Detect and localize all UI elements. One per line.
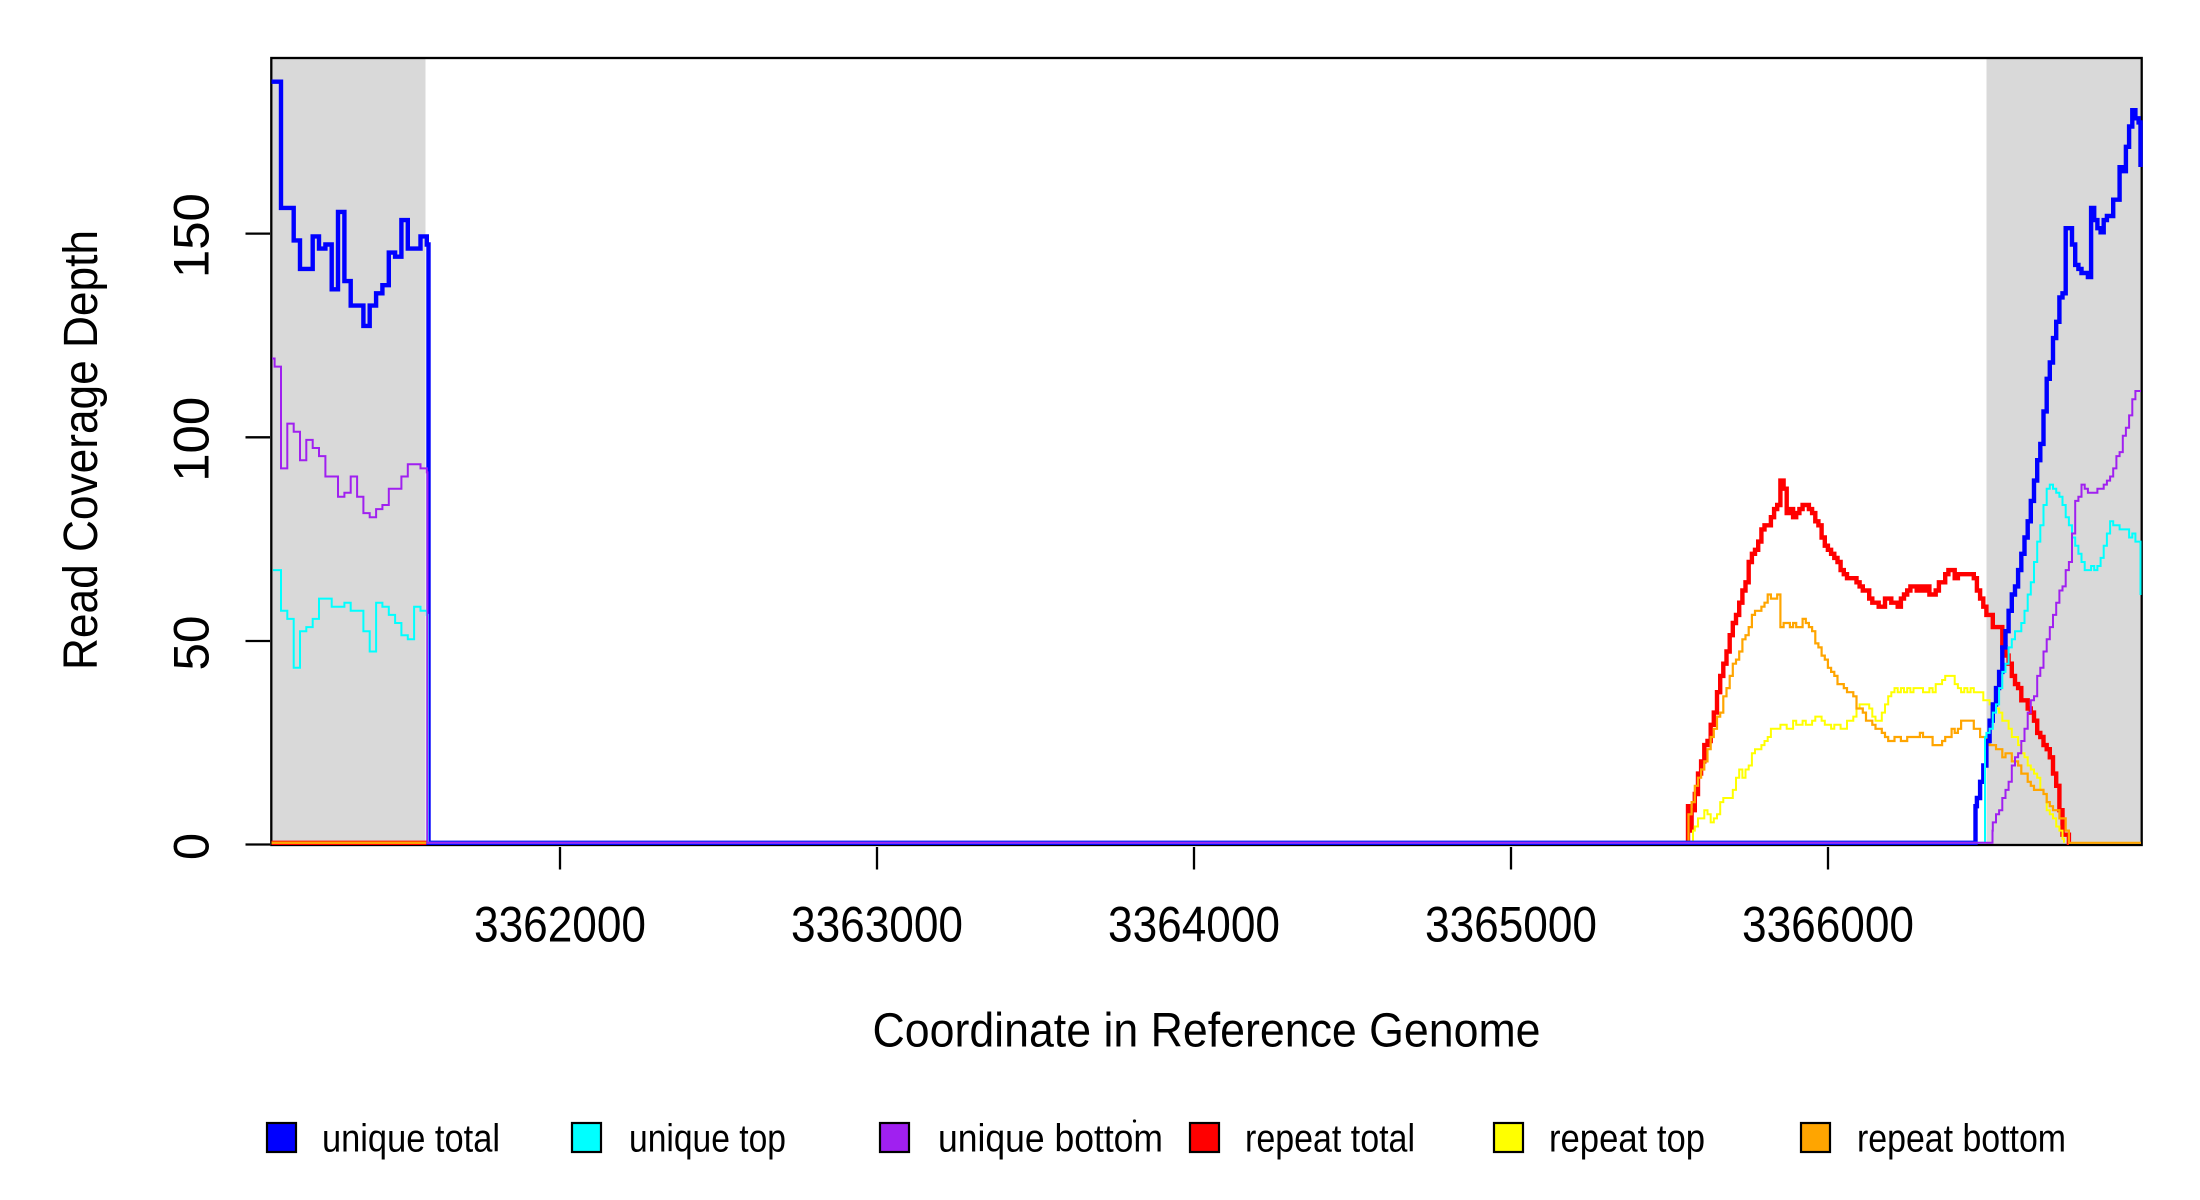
svg-text:0: 0	[164, 833, 220, 860]
svg-text:50: 50	[164, 616, 220, 671]
svg-text:Coordinate in Reference Genome: Coordinate in Reference Genome	[873, 1005, 1541, 1058]
svg-text:3363000: 3363000	[791, 897, 963, 953]
svg-text:unique total: unique total	[322, 1118, 500, 1161]
svg-text:150: 150	[164, 193, 220, 278]
svg-text:repeat bottom: repeat bottom	[1857, 1118, 2066, 1161]
svg-text:3364000: 3364000	[1108, 897, 1280, 953]
svg-text:3365000: 3365000	[1425, 897, 1597, 953]
svg-text:repeat total: repeat total	[1245, 1118, 1415, 1161]
svg-text:3366000: 3366000	[1742, 897, 1914, 953]
svg-text:repeat top: repeat top	[1549, 1118, 1705, 1161]
svg-text:Read Coverage Depth: Read Coverage Depth	[55, 230, 108, 670]
svg-text:100: 100	[164, 397, 220, 482]
svg-text:3362000: 3362000	[474, 897, 646, 953]
svg-text:unique bottom: unique bottom	[938, 1118, 1163, 1161]
svg-text:unique top: unique top	[629, 1118, 786, 1161]
